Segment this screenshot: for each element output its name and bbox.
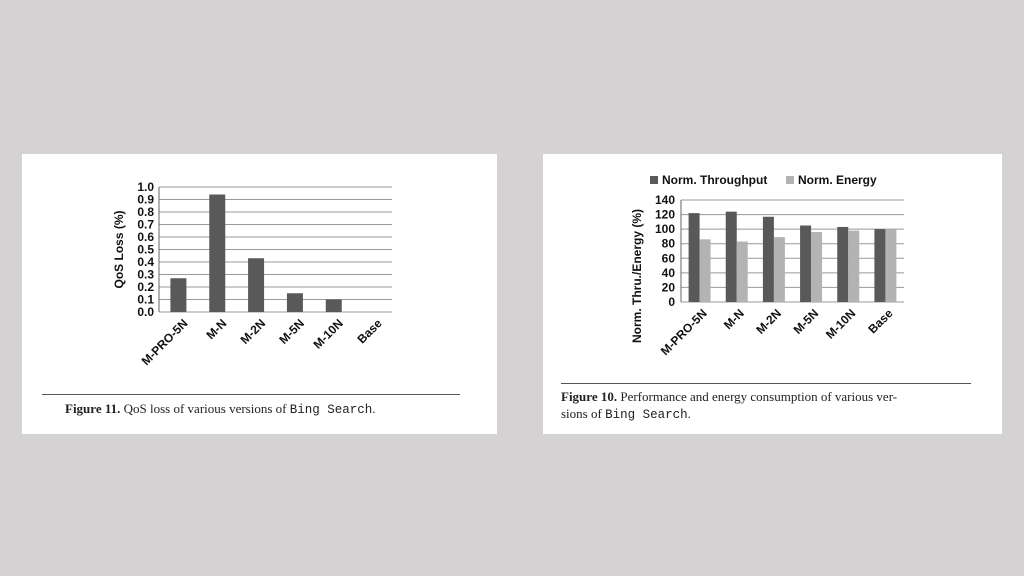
- x-tick-label: M-PRO-5N: [658, 306, 710, 358]
- y-tick-label: 1.0: [137, 180, 154, 194]
- y-tick-label: 0.8: [137, 205, 154, 219]
- y-tick-label: 100: [655, 222, 675, 236]
- legend-label: Norm. Throughput: [662, 173, 767, 187]
- y-tick-label: 0.0: [137, 305, 154, 319]
- qos-loss-chart: 0.00.10.20.30.40.50.60.70.80.91.0 QoS Los…: [112, 180, 392, 368]
- energy-bar-m-n: [736, 241, 748, 302]
- throughput-bar-m-2n: [762, 216, 774, 302]
- y-tick-label: 80: [662, 237, 676, 251]
- caption-end: .: [687, 406, 691, 421]
- energy-bar-m-5n: [811, 232, 823, 302]
- figure-11-caption: Figure 11. QoS loss of various versions …: [65, 400, 485, 419]
- x-tick-label: M-2N: [238, 316, 269, 347]
- caption-rule: [42, 394, 460, 395]
- caption-line-1: Figure 10. Performance and energy consum…: [561, 388, 981, 405]
- y-tick-label: 120: [655, 208, 675, 222]
- caption-label: Figure 10.: [561, 389, 618, 404]
- x-tick-label: Base: [355, 316, 385, 346]
- caption-code: Bing Search: [605, 408, 688, 422]
- x-tick-label: M-5N: [791, 306, 822, 337]
- y-tick-label: 20: [662, 280, 676, 294]
- legend-label: Norm. Energy: [798, 173, 877, 187]
- legend-swatch: [650, 176, 658, 184]
- caption-line-2: sions of Bing Search.: [561, 405, 981, 424]
- x-tick-label: M-N: [721, 306, 747, 332]
- x-tick-label: M-10N: [311, 316, 346, 351]
- energy-bar-m-10n: [848, 230, 860, 302]
- caption-text-2: sions of: [561, 406, 602, 421]
- caption-label: Figure 11.: [65, 401, 121, 416]
- throughput-bar-m-5n: [800, 225, 812, 302]
- y-tick-label: 0.7: [137, 218, 154, 232]
- x-tick-label: M-N: [203, 316, 229, 342]
- bar-m-2n: [248, 258, 265, 312]
- throughput-bar-m-10n: [837, 226, 849, 302]
- figure-11-panel: 0.0 0.1 0.2 0.3 0.4 0.5 0.6 0.7 0.8 0.9 1.0 QoS Los…: [22, 154, 497, 434]
- y-tick-label: 0: [668, 295, 675, 309]
- caption-rule: [561, 383, 971, 384]
- bar-m-10n: [325, 299, 342, 312]
- x-tick-label: M-2N: [753, 306, 784, 337]
- y-tick-label: 0.3: [137, 268, 154, 282]
- legend-swatch: [786, 176, 794, 184]
- y-tick-label: 0.4: [137, 255, 154, 269]
- x-tick-label: Base: [865, 306, 895, 336]
- caption-end: .: [372, 401, 376, 416]
- bar-m-n: [209, 194, 226, 312]
- energy-bar-base: [885, 229, 897, 302]
- figure-10-panel: Norm. Throughput Norm. Energy 0 20 40 60 80 100…: [543, 154, 1002, 434]
- y-tick-label: 60: [662, 251, 676, 265]
- throughput-bar-m-n: [725, 211, 737, 302]
- y-tick-label: 0.6: [137, 230, 154, 244]
- y-tick-label: 0.2: [137, 280, 154, 294]
- y-axis-label: QoS Loss (%): [112, 210, 126, 288]
- x-tick-label: M-5N: [276, 316, 307, 347]
- x-tick-label: M-PRO-5N: [139, 316, 191, 368]
- y-tick-label: 0.1: [137, 293, 154, 307]
- x-tick-label: M-10N: [823, 306, 858, 341]
- caption-text: Performance and energy consumption of va…: [620, 389, 898, 404]
- figure-10-caption: Figure 10. Performance and energy consum…: [561, 388, 981, 424]
- energy-bar-m-2n: [773, 237, 785, 302]
- y-tick-label: 40: [662, 266, 676, 280]
- bar-m-5n: [286, 293, 303, 312]
- y-tick-label: 140: [655, 193, 675, 207]
- y-tick-label: 0.9: [137, 193, 154, 207]
- y-axis-label: Norm. Thru./Energy (%): [630, 209, 644, 343]
- bar-m-pro-5n: [170, 278, 187, 312]
- throughput-energy-chart: Norm. Throughput Norm. Energy 020406080100…: [630, 173, 904, 358]
- throughput-bar-base: [874, 229, 886, 302]
- caption-code: Bing Search: [289, 403, 373, 417]
- caption-text: QoS loss of various versions of: [123, 401, 287, 416]
- energy-bar-m-pro-5n: [699, 239, 711, 302]
- throughput-bar-m-pro-5n: [688, 213, 700, 302]
- y-tick-label: 0.5: [137, 243, 154, 257]
